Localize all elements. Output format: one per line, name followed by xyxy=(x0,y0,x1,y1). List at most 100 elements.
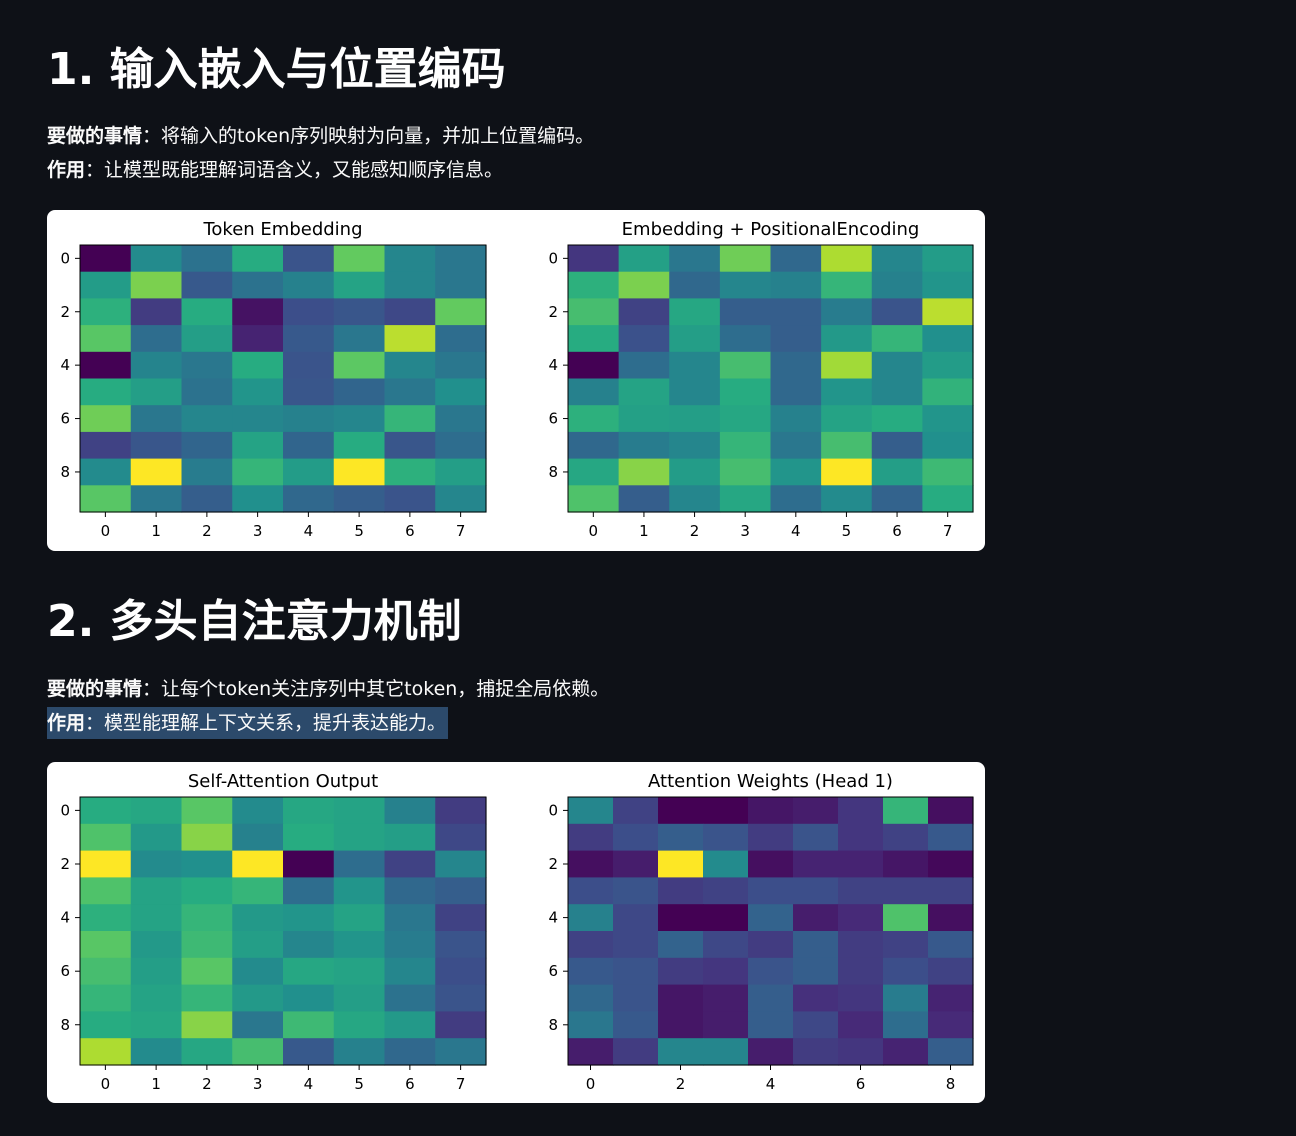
heatmap-cell xyxy=(232,431,284,460)
heatmap-cell xyxy=(793,797,839,825)
heatmap-cell xyxy=(838,797,884,825)
heatmap-cell xyxy=(80,1011,132,1039)
plot-frame xyxy=(79,244,487,513)
heatmap-cell xyxy=(883,984,929,1012)
heatmap-cell xyxy=(922,298,974,326)
heatmap-cell xyxy=(793,1011,839,1039)
heatmap-cell xyxy=(232,1038,284,1066)
heatmap-cell xyxy=(181,957,233,986)
heatmap-cell xyxy=(883,957,929,986)
heatmap-cell xyxy=(181,984,233,1012)
y-tick-label: 0 xyxy=(60,249,70,267)
x-tick-label: 7 xyxy=(943,522,953,540)
heatmap-cell xyxy=(384,957,436,986)
heatmap-cell xyxy=(821,298,873,326)
heatmap-cell xyxy=(669,485,721,513)
figure-attention-svg: Self-Attention Output 0 1 2 3 4 5 6 7 0 2 4 6 8 Atten… xyxy=(60,771,974,1093)
heatmap-cell xyxy=(80,797,132,825)
heatmap-cell xyxy=(793,850,839,878)
heatmap-cell xyxy=(435,271,487,299)
heatmap-cell xyxy=(232,984,284,1012)
heatmap-cell xyxy=(80,298,132,326)
heatmap-cell xyxy=(821,245,873,273)
heatmap-cell xyxy=(283,351,335,380)
y-tick-label: 8 xyxy=(548,1016,558,1034)
heatmap-cell xyxy=(384,823,436,852)
heatmap-cell xyxy=(669,431,721,460)
heatmap-cell xyxy=(232,957,284,986)
heatmap-cell xyxy=(928,957,974,986)
heatmap-cell xyxy=(770,405,822,433)
heatmap-cell xyxy=(838,1038,884,1066)
heatmap-cell xyxy=(719,271,772,299)
heatmap-embedding-positional: Embedding + PositionalEncoding 0 1 2 3 4 5 6 7 0 2… xyxy=(548,219,974,540)
section-1-title: 1. 输入嵌入与位置编码 xyxy=(47,44,506,95)
heatmap-cell xyxy=(770,298,822,326)
heatmap-cell xyxy=(793,957,839,986)
x-tick-label: 5 xyxy=(354,522,364,540)
heatmap-cell xyxy=(748,877,794,905)
label-separator: ： xyxy=(142,678,162,700)
heatmap-cell xyxy=(883,931,929,959)
what-label: 要做的事情 xyxy=(47,678,143,700)
heatmap-cell xyxy=(181,1038,233,1066)
heatmap-cell xyxy=(181,1011,233,1039)
x-tick-label: 3 xyxy=(253,522,263,540)
heatmap-cell xyxy=(658,1038,704,1066)
heatmap-cell xyxy=(838,823,884,852)
heatmap-cell xyxy=(568,984,614,1012)
heatmap-cell xyxy=(793,823,839,852)
heatmap-cell xyxy=(618,485,670,513)
heatmap-cell xyxy=(80,458,132,486)
heatmap-cell xyxy=(80,325,132,353)
heatmap-cell xyxy=(435,931,487,959)
heatmap-cell xyxy=(333,797,386,825)
heatmap-cell xyxy=(703,850,749,878)
heatmap-cell xyxy=(384,378,436,406)
heatmap-cell xyxy=(181,378,233,406)
heatmap-cell xyxy=(80,931,132,959)
heatmap-cell xyxy=(928,797,974,825)
x-tick-label: 2 xyxy=(676,1075,686,1093)
figure-embedding: Token Embedding 0 1 2 3 4 5 6 7 0 2 4 6 8 Embedding +… xyxy=(47,210,985,551)
heatmap-cell xyxy=(922,485,974,513)
heatmap-cell xyxy=(333,458,386,486)
heatmap-cell xyxy=(435,378,487,406)
heatmap-cell xyxy=(568,458,620,486)
y-tick-label: 4 xyxy=(60,909,70,927)
heatmap-cell xyxy=(384,485,436,513)
x-tick-label: 2 xyxy=(202,1075,212,1093)
heatmap-cell xyxy=(181,351,233,380)
heatmap-cell xyxy=(883,850,929,878)
heatmap-cell xyxy=(283,984,335,1012)
heatmap-cell xyxy=(568,877,614,905)
heatmap-cell xyxy=(770,271,822,299)
heatmap-cell xyxy=(821,431,873,460)
heatmap-cell xyxy=(80,984,132,1012)
heatmap-cell xyxy=(333,245,386,273)
heatmap-cell xyxy=(719,351,772,380)
heatmap-cell xyxy=(283,823,335,852)
heatmap-cell xyxy=(613,1011,659,1039)
x-tick-label: 4 xyxy=(304,1075,314,1093)
heatmap-cell xyxy=(669,245,721,273)
heatmap-cell xyxy=(181,458,233,486)
x-tick-label: 0 xyxy=(101,1075,111,1093)
heatmap-cell xyxy=(658,877,704,905)
y-tick-label: 2 xyxy=(548,855,558,873)
heatmap-cell xyxy=(435,431,487,460)
x-tick-label: 7 xyxy=(456,522,466,540)
heatmap-cell xyxy=(883,877,929,905)
heatmap-cell xyxy=(658,850,704,878)
heatmap-cell xyxy=(333,904,386,932)
heatmap-cell xyxy=(613,957,659,986)
y-tick-label: 6 xyxy=(548,962,558,980)
x-tick-label: 2 xyxy=(202,522,212,540)
heatmap-cell xyxy=(871,271,923,299)
label-separator: ： xyxy=(85,159,105,181)
heatmap-cell xyxy=(130,877,183,905)
heatmap-cell xyxy=(130,823,183,852)
role-label: 作用 xyxy=(47,159,86,181)
y-tick-label: 6 xyxy=(60,962,70,980)
what-text: 将输入的token序列映射为向量，并加上位置编码。 xyxy=(161,125,595,147)
